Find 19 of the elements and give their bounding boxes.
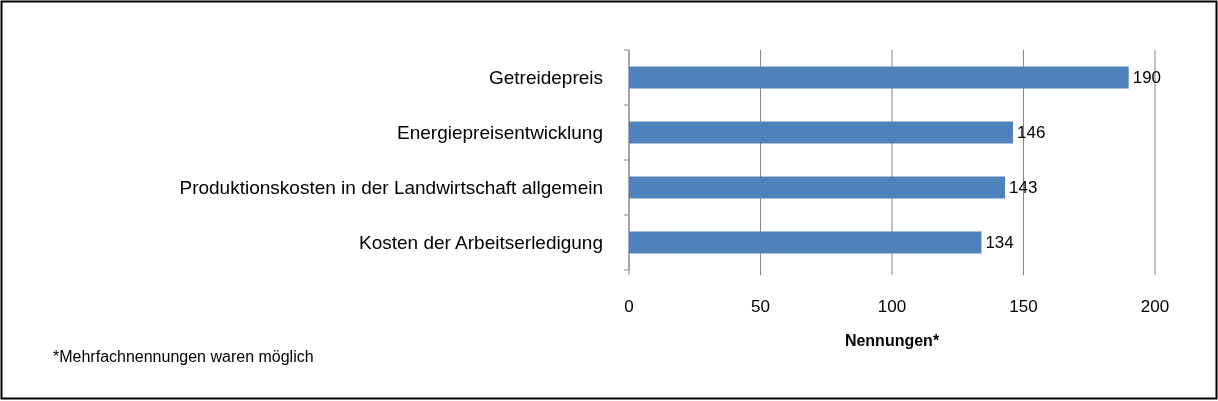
x-tick-label: 100 bbox=[877, 297, 907, 316]
bar bbox=[629, 66, 1129, 89]
bar bbox=[629, 121, 1013, 144]
x-tick-label: 50 bbox=[751, 297, 770, 316]
bar bbox=[629, 176, 1006, 199]
data-label: 143 bbox=[1009, 178, 1038, 198]
x-axis-title: Nennungen* bbox=[844, 332, 940, 349]
bar bbox=[629, 231, 982, 254]
data-label: 134 bbox=[985, 233, 1014, 253]
y-tick-label: Energiepreisentwicklung bbox=[397, 122, 603, 144]
y-tick-label: Getreidepreis bbox=[488, 67, 603, 89]
x-tick-label: 0 bbox=[624, 297, 634, 316]
y-tick-label: Produktionskosten in der Landwirtschaft allgemein bbox=[179, 177, 603, 199]
text: *Mehrfachnennungen waren möglich bbox=[53, 348, 314, 365]
x-tick-label: 150 bbox=[1009, 297, 1038, 316]
x-tick-label: 200 bbox=[1140, 297, 1170, 316]
data-label: 146 bbox=[1016, 123, 1046, 143]
y-tick-label: Kosten der Arbeitserledigung bbox=[359, 232, 603, 254]
data-label: 190 bbox=[1132, 68, 1162, 88]
